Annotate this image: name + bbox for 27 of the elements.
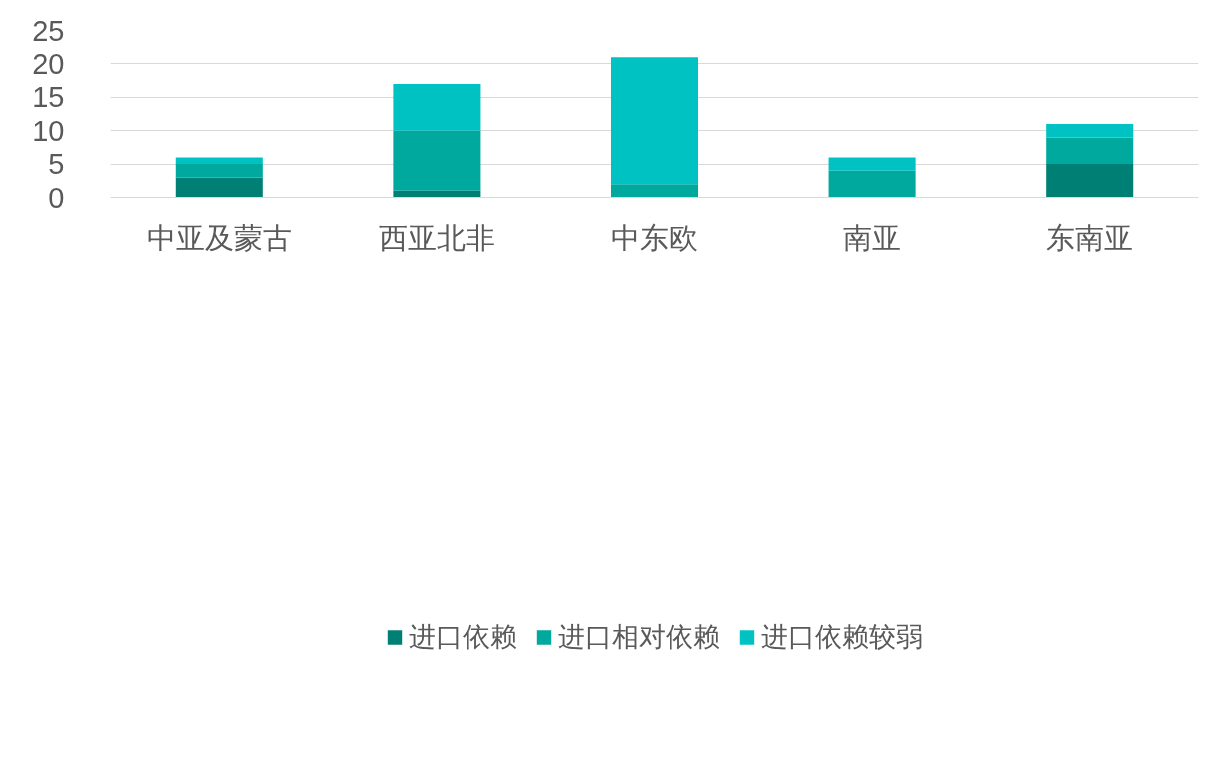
- y-tick-label: 5: [48, 148, 65, 181]
- bar: [828, 170, 916, 198]
- y-tick-label: 15: [32, 81, 65, 114]
- y-tick-label: 20: [32, 47, 65, 80]
- bar: [1046, 137, 1134, 165]
- bar: [393, 130, 481, 191]
- x-tick-label: 中亚及蒙古: [146, 221, 292, 254]
- bar: [610, 57, 699, 185]
- bar: [175, 157, 263, 165]
- x-tick-label: 中东欧: [611, 221, 698, 254]
- bar: [828, 157, 916, 171]
- y-tick-label: 25: [32, 14, 65, 47]
- bar: [1046, 124, 1134, 138]
- legend-label: 进口依赖: [408, 621, 517, 654]
- legend-label: 进口相对依赖: [557, 621, 720, 654]
- x-tick-label: 南亚: [843, 221, 902, 254]
- legend-label: 进口依赖较弱: [760, 621, 923, 654]
- bar: [175, 164, 263, 178]
- y-tick-label: 10: [32, 114, 65, 147]
- bar: [393, 83, 481, 131]
- x-tick-label: 西亚北非: [378, 221, 495, 254]
- bar: [175, 177, 263, 198]
- y-tick-label: 0: [48, 181, 65, 214]
- bar: [393, 190, 481, 198]
- x-tick-label: 东南亚: [1046, 221, 1134, 254]
- bar: [1046, 164, 1134, 198]
- bar: [610, 184, 699, 198]
